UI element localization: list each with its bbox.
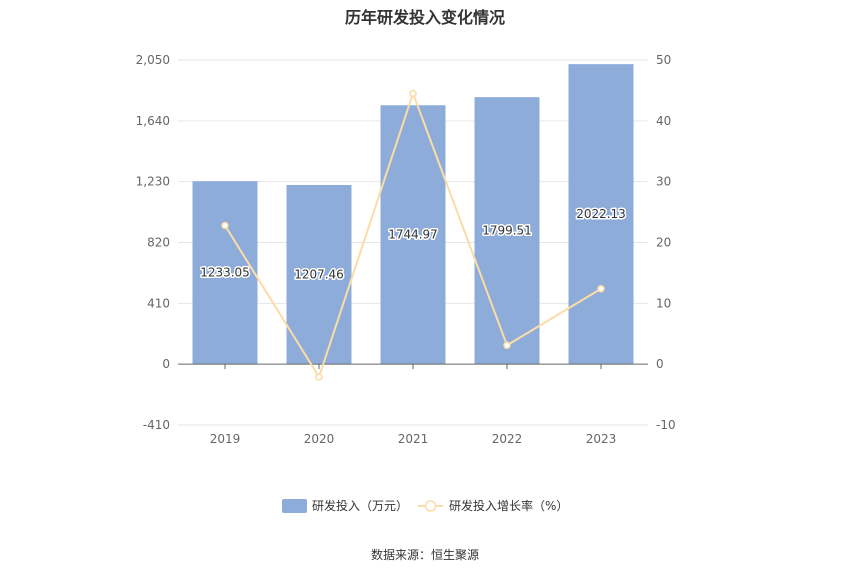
y-left-tick-label: 1,640 [136, 114, 170, 128]
y-right-tick-label: 10 [656, 296, 671, 310]
bar [192, 181, 258, 365]
growth-rate-point [503, 341, 511, 350]
legend-label-line: 研发投入增长率（%） [449, 498, 568, 513]
bar [474, 97, 540, 365]
x-tick-label: 2019 [210, 432, 241, 446]
bar [380, 105, 446, 365]
y-left-tick-label: 1,230 [136, 175, 170, 189]
y-right-tick-label: 20 [656, 236, 671, 250]
x-tick-label: 2021 [398, 432, 429, 446]
y-left-tick-label: 0 [162, 357, 170, 371]
x-tick-label: 2022 [492, 432, 523, 446]
y-left-tick-label: -410 [143, 418, 170, 432]
x-tick-label: 2023 [586, 432, 617, 446]
y-right-tick-label: 50 [656, 53, 671, 67]
bar-data-label: 1233.05 [200, 266, 250, 280]
bar [286, 185, 352, 365]
bar-data-label: 1799.51 [482, 224, 532, 238]
x-tick-label: 2020 [304, 432, 335, 446]
y-left-tick-label: 2,050 [136, 53, 170, 67]
bar-data-label: 1207.46 [294, 268, 344, 282]
bar-data-label: 2022.13 [576, 207, 626, 221]
y-right-tick-label: 40 [656, 114, 671, 128]
y-right-tick-label: 30 [656, 175, 671, 189]
bar [568, 64, 634, 365]
legend-swatch-marker [424, 500, 437, 512]
y-left-tick-label: 820 [147, 236, 170, 250]
legend-swatch-bar [282, 499, 307, 513]
growth-rate-point [597, 284, 605, 293]
bar-data-label: 1744.97 [388, 228, 438, 242]
growth-rate-point [315, 373, 323, 381]
y-right-tick-label: 0 [656, 357, 664, 371]
data-source: 数据来源：恒生聚源 [370, 548, 479, 562]
y-right-tick-label: -10 [656, 418, 676, 432]
growth-rate-point [221, 221, 229, 230]
chart-title: 历年研发投入变化情况 [344, 8, 505, 27]
legend-label-bar: 研发投入（万元） [312, 498, 408, 513]
y-left-tick-label: 410 [147, 296, 170, 310]
growth-rate-point [409, 89, 417, 98]
